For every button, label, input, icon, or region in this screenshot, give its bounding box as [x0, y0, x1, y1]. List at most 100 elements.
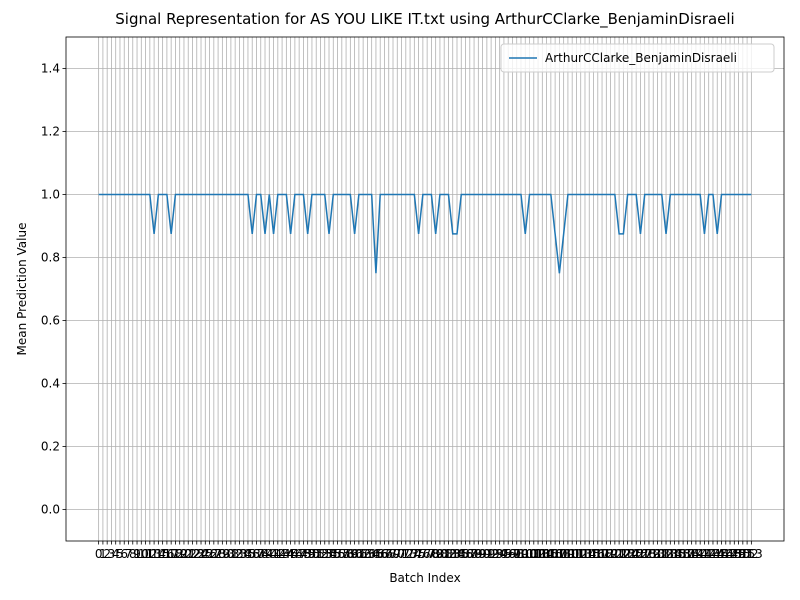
- x-tick-label: 76: [415, 547, 430, 561]
- x-tick-label: 10: [134, 547, 149, 561]
- x-tick-label: 87: [462, 547, 477, 561]
- x-tick-label: 13: [146, 547, 161, 561]
- x-tick-label: 125: [620, 547, 643, 561]
- x-tick-label: 66: [373, 547, 388, 561]
- x-tick-label: 132: [650, 547, 673, 561]
- x-tick-label: 120: [599, 547, 622, 561]
- x-tick-label: 151: [731, 547, 754, 561]
- x-tick-label: 75: [411, 547, 426, 561]
- x-tick-label: 25: [198, 547, 213, 561]
- x-tick-label: 43: [274, 547, 289, 561]
- x-tick-label: 65: [368, 547, 383, 561]
- x-tick-label: 59: [343, 547, 358, 561]
- x-tick-label: 100: [514, 547, 537, 561]
- x-tick-label: 134: [659, 547, 682, 561]
- x-tick-label: 99: [513, 547, 528, 561]
- x-tick-label: 19: [172, 547, 187, 561]
- y-tick-label: 0.6: [41, 314, 60, 328]
- x-tick-label: 26: [202, 547, 217, 561]
- x-tick-label: 45: [283, 547, 298, 561]
- x-tick-label: 61: [351, 547, 366, 561]
- x-tick-label: 57: [334, 547, 349, 561]
- x-tick-label: 146: [710, 547, 733, 561]
- x-tick-label: 98: [509, 547, 524, 561]
- x-tick-label: 129: [638, 547, 661, 561]
- x-tick-label: 17: [164, 547, 179, 561]
- x-tick-label: 113: [569, 547, 592, 561]
- x-tick-label: 85: [454, 547, 469, 561]
- x-tick-label: 37: [249, 547, 264, 561]
- x-tick-label: 73: [402, 547, 417, 561]
- x-tick-label: 34: [236, 547, 251, 561]
- x-tick-label: 20: [176, 547, 191, 561]
- x-tick-label: 86: [458, 547, 473, 561]
- x-tick-label: 55: [326, 547, 341, 561]
- x-tick-label: 70: [390, 547, 405, 561]
- x-tick-label: 135: [663, 547, 686, 561]
- legend-box: [500, 43, 775, 73]
- x-tick-label: 21: [181, 547, 196, 561]
- x-tick-label: 114: [574, 547, 597, 561]
- x-tick-label: 131: [646, 547, 669, 561]
- x-tick-label: 82: [441, 547, 456, 561]
- x-tick-label: 68: [381, 547, 396, 561]
- x-tick-label: 8: [129, 547, 137, 561]
- x-tick-label: 95: [496, 547, 511, 561]
- x-tick-label: 79: [428, 547, 443, 561]
- y-tick-label: 1.4: [41, 62, 60, 76]
- x-tick-label: 30: [219, 547, 234, 561]
- y-tick-label: 0.4: [41, 377, 60, 391]
- x-tick-label: 94: [492, 547, 507, 561]
- x-tick-label: 11: [138, 547, 153, 561]
- x-tick-label: 126: [625, 547, 648, 561]
- x-tick-label: 101: [518, 547, 541, 561]
- x-tick-label: 153: [740, 547, 763, 561]
- x-tick-label: 60: [347, 547, 362, 561]
- x-tick-label: 140: [684, 547, 707, 561]
- x-tick-label: 28: [210, 547, 225, 561]
- x-tick-label: 149: [723, 547, 746, 561]
- x-tick-label: 83: [445, 547, 460, 561]
- x-tick-label: 7: [125, 547, 133, 561]
- x-tick-label: 47: [292, 547, 307, 561]
- x-tick-label: 128: [633, 547, 656, 561]
- x-tick-label: 147: [714, 547, 737, 561]
- legend-label: ArthurCClarke_BenjaminDisraeli: [545, 51, 737, 65]
- chart-title: Signal Representation for AS YOU LIKE IT…: [115, 10, 734, 29]
- x-tick-label: 71: [394, 547, 409, 561]
- y-tick-label: 1.2: [41, 125, 60, 139]
- y-axis-label: Mean Prediction Value: [15, 223, 29, 356]
- x-tick-label: 50: [304, 547, 319, 561]
- line: [98, 193, 752, 274]
- x-tick-label: 72: [398, 547, 413, 561]
- x-tick-label: 122: [608, 547, 631, 561]
- x-tick-label: 137: [672, 547, 695, 561]
- x-axis-label: Batch Index: [389, 571, 460, 585]
- x-tick-label: 80: [432, 547, 447, 561]
- x-tick-label: 136: [667, 547, 690, 561]
- x-tick-label: 69: [385, 547, 400, 561]
- x-tick-label: 124: [616, 547, 639, 561]
- x-tick-label: 62: [355, 547, 370, 561]
- x-tick-label: 108: [548, 547, 571, 561]
- x-tick-label: 103: [527, 547, 550, 561]
- x-tick-label: 77: [419, 547, 434, 561]
- x-tick-label: 152: [736, 547, 759, 561]
- x-tick-label: 142: [693, 547, 716, 561]
- x-tick-label: 40: [262, 547, 277, 561]
- x-tick-label: 78: [424, 547, 439, 561]
- x-tick-label: 92: [483, 547, 498, 561]
- x-tick-label: 63: [360, 547, 375, 561]
- x-tick-label: 150: [727, 547, 750, 561]
- x-tick-label: 109: [552, 547, 575, 561]
- x-tick-label: 53: [317, 547, 332, 561]
- x-tick-label: 36: [245, 547, 260, 561]
- x-tick-label: 48: [296, 547, 311, 561]
- x-tick-label: 54: [321, 547, 336, 561]
- x-tick-label: 107: [544, 547, 567, 561]
- x-tick-label: 148: [719, 547, 742, 561]
- x-tick-label: 29: [215, 547, 230, 561]
- x-tick-label: 6: [120, 547, 128, 561]
- y-tick-label: 1.0: [41, 188, 60, 202]
- x-tick-label: 22: [185, 547, 200, 561]
